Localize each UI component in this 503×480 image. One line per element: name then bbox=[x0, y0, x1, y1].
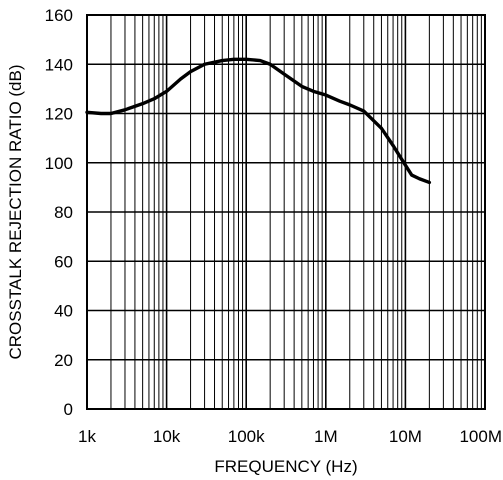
x-tick-label: 10k bbox=[153, 427, 181, 446]
series-line bbox=[85, 57, 432, 185]
y-tick-label: 80 bbox=[54, 203, 73, 222]
plot-frame bbox=[86, 14, 486, 410]
y-tick-label: 0 bbox=[64, 400, 73, 419]
x-tick-label: 100k bbox=[228, 427, 265, 446]
x-tick-labels: 1k 10k 100k 1M 10M 100M bbox=[78, 427, 502, 446]
x-tick-label: 1M bbox=[314, 427, 338, 446]
y-tick-label: 160 bbox=[45, 6, 73, 25]
y-tick-label: 60 bbox=[54, 252, 73, 271]
y-tick-label: 140 bbox=[45, 55, 73, 74]
y-tick-labels: 0 20 40 60 80 100 120 140 160 bbox=[45, 6, 73, 419]
series-layer bbox=[85, 57, 432, 185]
y-axis-title: CROSSTALK REJECTION RATIO (dB) bbox=[6, 64, 25, 359]
x-tick-label: 100M bbox=[459, 427, 502, 446]
y-tick-label: 20 bbox=[54, 351, 73, 370]
y-tick-label: 40 bbox=[54, 302, 73, 321]
x-axis-title: FREQUENCY (Hz) bbox=[214, 457, 357, 476]
y-tick-label: 100 bbox=[45, 154, 73, 173]
x-tick-label: 10M bbox=[389, 427, 422, 446]
y-tick-label: 120 bbox=[45, 105, 73, 124]
x-tick-label: 1k bbox=[78, 427, 96, 446]
